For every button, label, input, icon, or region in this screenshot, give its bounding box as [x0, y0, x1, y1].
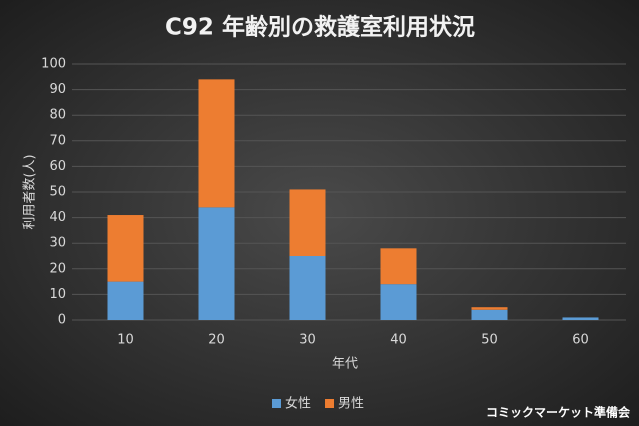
- x-tick-label: 50: [481, 333, 498, 348]
- bar-segment: [471, 307, 508, 310]
- bar-segment: [107, 215, 144, 282]
- bar-segment: [380, 284, 417, 320]
- y-tick-label: 50: [49, 185, 66, 200]
- y-tick-label: 70: [49, 133, 66, 148]
- legend-label: 女性: [285, 396, 311, 412]
- y-tick-label: 80: [49, 108, 66, 123]
- footer: コミックマーケット準備会: [486, 405, 631, 420]
- legend-label: 男性: [338, 397, 364, 412]
- legend-swatch: [325, 399, 335, 408]
- y-tick-label: 40: [49, 210, 66, 225]
- y-tick-label: 20: [49, 261, 66, 276]
- bar-segment: [198, 207, 235, 320]
- y-axis-label: 利用者数(人): [23, 154, 38, 229]
- y-tick-label: 30: [49, 236, 66, 251]
- x-tick-label: 20: [208, 333, 225, 348]
- y-tick-label: 10: [49, 287, 66, 302]
- legend-swatch: [272, 399, 281, 408]
- y-tick-label: 0: [58, 313, 66, 328]
- bar-segment: [107, 281, 144, 320]
- y-tick-label: 90: [49, 82, 66, 97]
- x-axis-label: 年代: [332, 357, 358, 372]
- y-tick-label: 60: [49, 159, 66, 174]
- bar-segment: [562, 317, 599, 320]
- x-tick-label: 10: [117, 333, 134, 348]
- x-tick-label: 60: [572, 333, 589, 348]
- bar-segment: [289, 256, 326, 320]
- chart-title: C92 年齢別の救護室利用状況: [165, 14, 475, 41]
- bar-segment: [471, 309, 508, 320]
- x-tick-label: 30: [299, 333, 316, 348]
- bar-segment: [289, 189, 326, 256]
- bar-segment: [380, 248, 417, 285]
- bar-segment: [198, 79, 235, 208]
- y-tick-label: 100: [41, 57, 66, 72]
- x-tick-label: 40: [390, 333, 407, 348]
